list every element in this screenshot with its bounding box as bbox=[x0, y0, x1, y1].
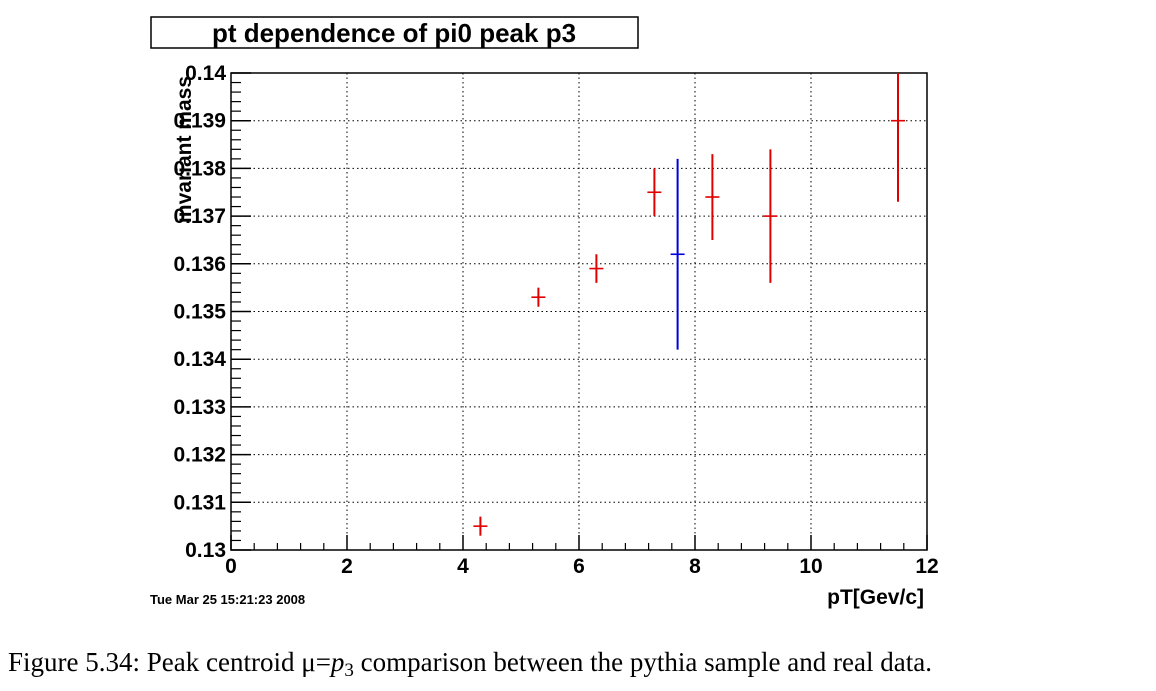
caption-equals: = bbox=[315, 647, 331, 677]
y-tick-label: 0.134 bbox=[173, 348, 226, 371]
y-tick-label: 0.14 bbox=[185, 62, 226, 85]
chart: pt dependence of pi0 peak p3 0 2 4 6 8 10 12 0.… bbox=[150, 16, 939, 609]
y-axis-title: invariant mass bbox=[173, 76, 196, 223]
x-tick-label: 6 bbox=[573, 555, 585, 578]
y-tick-label: 0.133 bbox=[173, 396, 226, 419]
timestamp: Tue Mar 25 15:21:23 2008 bbox=[150, 592, 305, 607]
x-tick-label: 12 bbox=[915, 555, 938, 578]
y-tick-label: 0.135 bbox=[173, 301, 226, 324]
x-tick-label: 4 bbox=[457, 555, 469, 578]
data-points bbox=[473, 73, 905, 536]
figure-caption: Figure 5.34: Peak centroid μ=p3 comparis… bbox=[8, 647, 1156, 681]
y-tick-label: 0.138 bbox=[173, 157, 226, 180]
caption-p: p bbox=[330, 647, 345, 677]
x-tick-label: 8 bbox=[689, 555, 701, 578]
y-tick-label: 0.136 bbox=[173, 253, 226, 276]
caption-sub: 3 bbox=[344, 660, 354, 681]
y-tick-label: 0.131 bbox=[173, 491, 226, 514]
axis-ticks bbox=[230, 72, 928, 551]
x-tick-label: 2 bbox=[341, 555, 353, 578]
caption-suffix: comparison between the pythia sample and… bbox=[353, 647, 932, 677]
x-tick-label: 10 bbox=[799, 555, 822, 578]
x-tick-label: 0 bbox=[225, 555, 237, 578]
y-tick-label: 0.13 bbox=[185, 539, 226, 562]
chart-title: pt dependence of pi0 peak p3 bbox=[212, 18, 576, 48]
y-tick-label: 0.139 bbox=[173, 110, 226, 133]
tick-labels: 0 2 4 6 8 10 12 0.13 0.131 0.132 0.133 0.134 0.135 0.… bbox=[173, 62, 938, 578]
x-axis-title: pT[Gev/c] bbox=[827, 586, 924, 609]
grid bbox=[231, 73, 927, 550]
y-tick-label: 0.132 bbox=[173, 444, 226, 467]
y-tick-label: 0.137 bbox=[173, 205, 226, 228]
caption-mu: μ bbox=[301, 647, 316, 677]
title-box bbox=[150, 16, 639, 49]
caption-prefix: Figure 5.34: Peak centroid bbox=[8, 647, 302, 677]
